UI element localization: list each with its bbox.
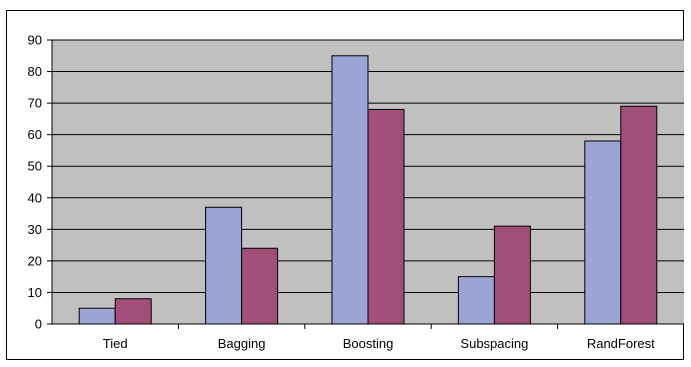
bars <box>78 55 658 325</box>
y-tick-labels: 0 10 20 30 40 50 60 70 80 90 <box>28 33 42 332</box>
x-tick-label-tied: Tied <box>103 336 128 351</box>
bar-randforest-series-1 <box>584 140 622 325</box>
y-tick-label-20: 20 <box>28 253 42 268</box>
y-tick-label-80: 80 <box>28 64 42 79</box>
x-tick-labels: Tied Bagging Boosting Subspacing RandForest <box>103 336 655 351</box>
bar-subspacing-series-1 <box>457 276 495 325</box>
bar-bagging-series-1 <box>205 206 243 325</box>
y-tick-label-50: 50 <box>28 159 42 174</box>
bar-boosting-series-2 <box>367 108 405 325</box>
y-tick-label-70: 70 <box>28 96 42 111</box>
bar-boosting-series-1 <box>331 55 369 325</box>
y-tick-label-0: 0 <box>35 317 42 332</box>
x-tick-label-randforest: RandForest <box>587 336 655 351</box>
x-tick-label-subspacing: Subspacing <box>460 336 528 351</box>
bar-tied-series-2 <box>114 298 152 325</box>
axes <box>47 39 684 329</box>
bar-subspacing-series-2 <box>493 225 531 325</box>
y-tick-label-30: 30 <box>28 222 42 237</box>
bar-tied-series-1 <box>78 307 116 325</box>
y-tick-label-10: 10 <box>28 285 42 300</box>
x-tick-label-boosting: Boosting <box>343 336 394 351</box>
x-tick-label-bagging: Bagging <box>218 336 266 351</box>
y-tick-label-90: 90 <box>28 33 42 48</box>
y-tick-label-60: 60 <box>28 127 42 142</box>
bar-bagging-series-2 <box>241 247 279 325</box>
y-tick-label-40: 40 <box>28 190 42 205</box>
bar-randforest-series-2 <box>620 105 658 325</box>
